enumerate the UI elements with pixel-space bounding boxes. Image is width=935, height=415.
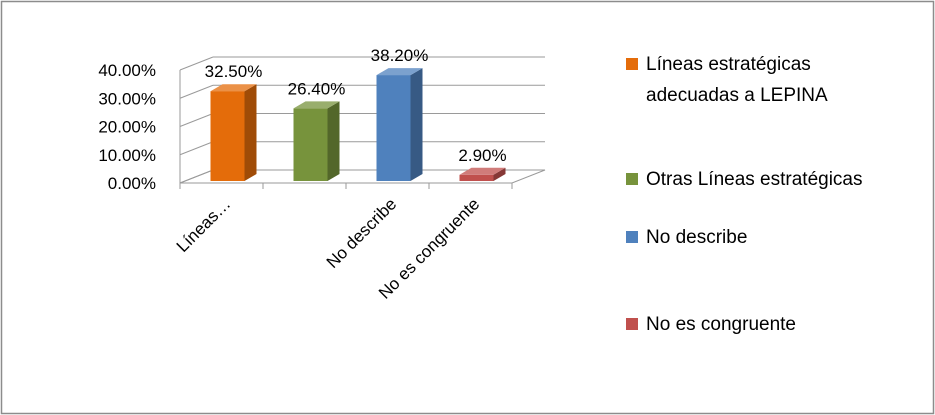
legend-item-3: No describe: [626, 227, 747, 248]
legend-label: Líneas estratégicas: [646, 54, 811, 75]
data-label: 2.90%: [458, 146, 506, 165]
bar-top: [210, 84, 257, 92]
legend-label: No es congruente: [646, 314, 796, 335]
gridline-side: [179, 113, 214, 127]
bar-3: [376, 68, 423, 181]
gridline-side: [179, 84, 214, 99]
chart-floor: [179, 169, 546, 184]
bar-top: [459, 167, 506, 175]
bar-front: [376, 75, 411, 181]
gridline-side: [179, 56, 214, 71]
y-tick-label: 40.00%: [98, 61, 156, 80]
bar-1: [210, 84, 257, 181]
legend: Líneas estratégicas adecuadas a LEPINA Otr…: [626, 54, 863, 335]
data-label: 32.50%: [205, 62, 263, 81]
bar-side: [244, 84, 257, 181]
legend-label: adecuadas a LEPINA: [646, 85, 828, 106]
legend-label: No describe: [646, 227, 747, 248]
bar-front: [293, 108, 328, 181]
legend-item-2: Otras Líneas estratégicas: [626, 169, 863, 190]
bar-2: [293, 101, 340, 181]
bar-side: [493, 167, 506, 181]
legend-swatch: [626, 58, 638, 70]
legend-swatch: [626, 231, 638, 243]
legend-swatch: [626, 173, 638, 185]
legend-item-1: Líneas estratégicas adecuadas a LEPINA: [626, 54, 828, 106]
legend-item-4: No es congruente: [626, 314, 796, 335]
bar-front: [210, 91, 245, 181]
bar-front: [459, 174, 494, 181]
bar-side: [410, 68, 423, 181]
y-tick-label: 0.00%: [108, 174, 156, 193]
bar-4: [459, 167, 506, 181]
legend-swatch: [626, 318, 638, 330]
data-label: 38.20%: [371, 46, 429, 65]
y-tick-label: 10.00%: [98, 146, 156, 165]
bar-top: [376, 68, 423, 76]
gridline-side: [179, 141, 214, 156]
bar-top: [293, 101, 340, 109]
bar-side: [327, 101, 340, 181]
legend-label: Otras Líneas estratégicas: [646, 169, 863, 190]
data-label: 26.40%: [288, 79, 346, 98]
y-tick-label: 30.00%: [98, 89, 156, 108]
y-tick-label: 20.00%: [98, 118, 156, 137]
